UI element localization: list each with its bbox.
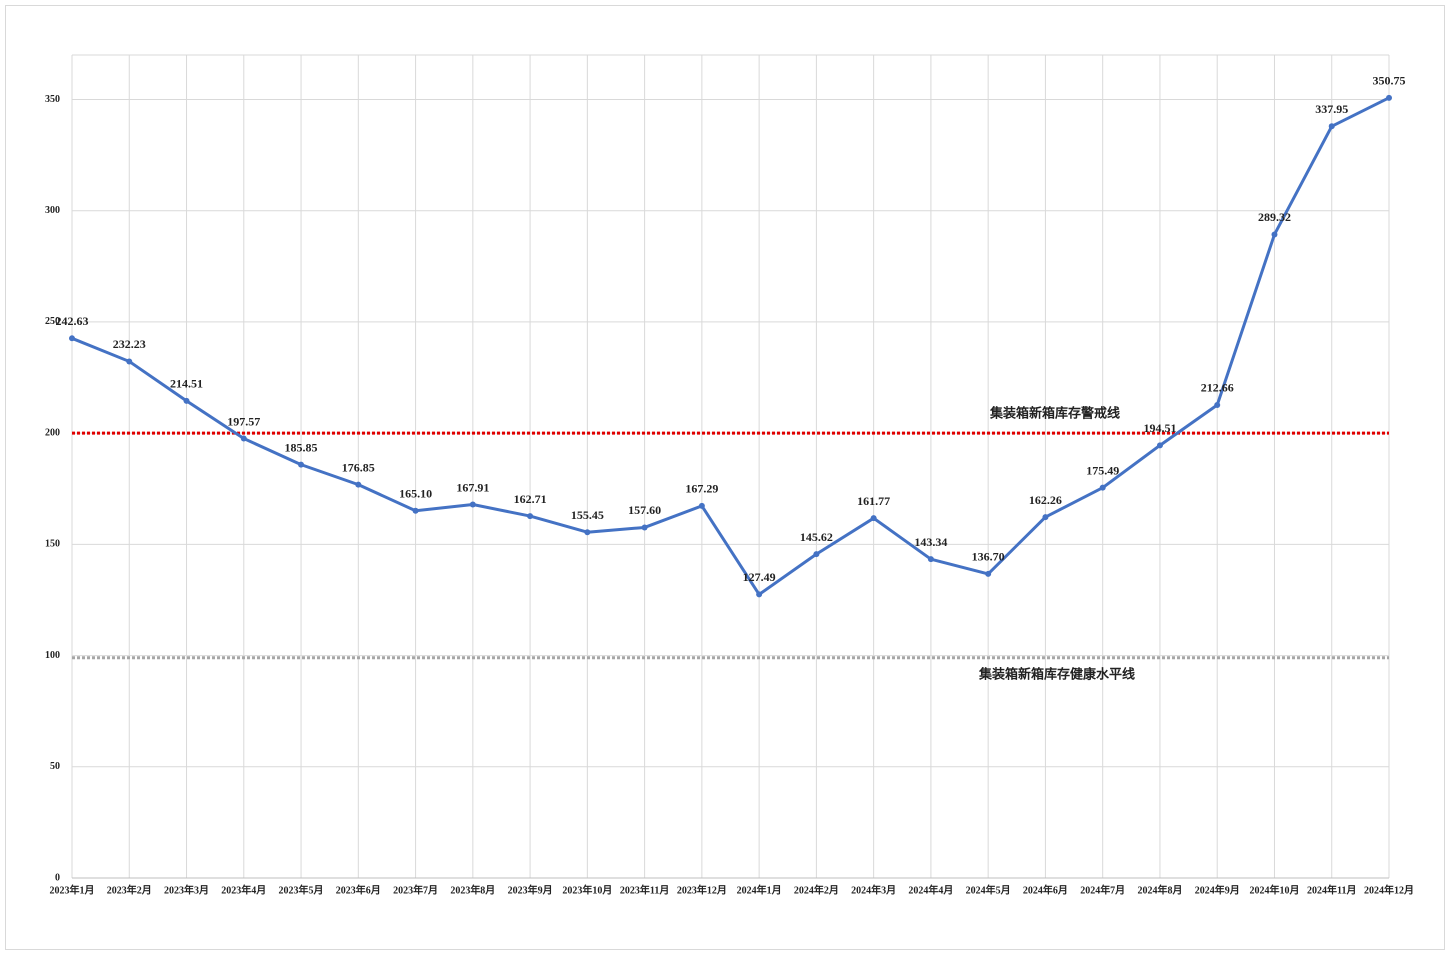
data-label: 242.63 [56,314,89,328]
data-label: 289.32 [1258,210,1291,224]
data-label: 350.75 [1373,74,1406,88]
x-tick-label: 2023年2月 [107,883,152,896]
data-label: 161.77 [857,494,890,508]
chart-frame [5,5,1445,950]
data-point [183,397,190,404]
y-tick-label: 50 [50,761,60,772]
x-tick-label: 2023年3月 [164,883,209,896]
y-tick-label: 200 [45,427,60,438]
x-tick-label: 2023年1月 [50,883,95,896]
x-tick-label: 2024年6月 [1023,883,1068,896]
data-point [469,501,476,508]
data-point [927,556,934,563]
data-label: 145.62 [800,530,833,544]
data-label: 212.66 [1201,381,1234,395]
data-label: 194.51 [1143,421,1176,435]
data-label: 155.45 [571,508,604,522]
data-point [69,335,75,342]
reference-label: 集装箱新箱库存警戒线 [989,406,1120,422]
data-point [1099,484,1106,491]
x-tick-label: 2024年3月 [851,883,896,896]
data-label: 175.49 [1086,463,1119,477]
x-tick-label: 2024年12月 [1364,883,1414,896]
data-label: 176.85 [342,460,375,474]
y-tick-label: 150 [45,539,60,550]
data-point [1156,442,1163,449]
data-label: 136.70 [972,550,1005,564]
data-point [1386,94,1392,101]
x-tick-label: 2024年11月 [1307,883,1356,896]
x-tick-label: 2024年5月 [966,883,1011,896]
data-label: 185.85 [285,440,318,454]
y-tick-label: 0 [55,872,60,883]
data-point [756,591,763,598]
data-label: 165.10 [399,487,432,501]
data-point [527,513,534,520]
data-label: 197.57 [227,414,260,428]
x-tick-label: 2023年10月 [562,883,612,896]
data-label: 127.49 [743,570,776,584]
x-tick-label: 2023年9月 [508,883,553,896]
data-point [985,570,992,577]
data-label: 167.91 [456,480,489,494]
x-tick-label: 2024年8月 [1137,883,1182,896]
data-point [355,481,362,488]
x-tick-label: 2023年5月 [279,883,324,896]
data-label: 214.51 [170,377,203,391]
data-label: 162.71 [514,492,547,506]
x-tick-label: 2024年4月 [908,883,953,896]
data-label: 167.29 [685,482,718,496]
reference-label: 集装箱新箱库存健康水平线 [978,666,1135,682]
data-point [1042,514,1049,521]
data-point [641,524,648,531]
y-tick-label: 300 [45,205,60,216]
data-label: 337.95 [1315,102,1348,116]
data-label: 232.23 [113,337,146,351]
x-tick-label: 2024年9月 [1195,883,1240,896]
x-tick-label: 2023年4月 [221,883,266,896]
x-tick-label: 2023年8月 [450,883,495,896]
x-tick-label: 2023年12月 [677,883,727,896]
data-point [1271,231,1278,238]
x-tick-label: 2024年10月 [1249,883,1299,896]
data-point [126,358,133,365]
data-label: 162.26 [1029,493,1062,507]
data-point [698,502,705,509]
data-label: 143.34 [914,535,947,549]
data-point [813,551,820,558]
x-tick-label: 2023年11月 [620,883,669,896]
y-tick-label: 250 [45,316,60,327]
data-point [298,461,305,468]
x-tick-label: 2024年1月 [737,883,782,896]
data-point [584,529,591,536]
data-point [412,507,419,514]
x-tick-label: 2024年7月 [1080,883,1125,896]
x-tick-label: 2024年2月 [794,883,839,896]
data-label: 157.60 [628,503,661,517]
data-point [1328,123,1335,130]
x-tick-label: 2023年6月 [336,883,381,896]
y-tick-label: 350 [45,94,60,105]
data-point [870,515,877,522]
y-tick-label: 100 [45,650,60,661]
data-line [71,96,1390,596]
data-point [1214,401,1221,408]
x-tick-label: 2023年7月 [393,883,438,896]
data-point [240,435,247,442]
